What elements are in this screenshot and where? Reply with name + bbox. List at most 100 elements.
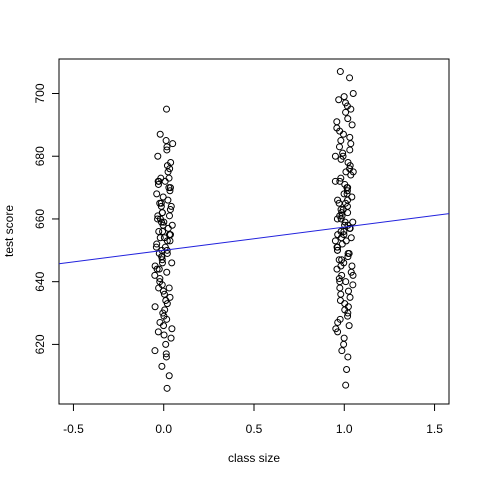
data-point	[344, 209, 352, 217]
data-point	[337, 290, 345, 298]
y-tick-label: 620	[33, 334, 47, 354]
data-point	[342, 381, 350, 389]
data-point	[346, 146, 354, 154]
data-point	[348, 193, 356, 201]
data-point	[348, 121, 356, 129]
data-point	[163, 384, 171, 392]
data-point	[347, 140, 355, 148]
data-point	[166, 184, 174, 192]
data-point	[338, 240, 346, 248]
data-point	[155, 265, 163, 273]
data-point	[331, 152, 339, 160]
data-point	[337, 155, 345, 163]
data-point	[335, 275, 343, 283]
data-point	[334, 318, 342, 326]
data-point	[163, 315, 171, 323]
data-point	[151, 347, 159, 355]
data-point	[168, 221, 176, 229]
data-point	[156, 275, 164, 283]
x-tick-label: -0.5	[63, 422, 84, 436]
x-tick-label: 1.5	[426, 422, 443, 436]
data-point	[162, 350, 170, 358]
data-point	[166, 237, 174, 245]
data-point	[154, 328, 162, 336]
data-point	[164, 224, 172, 232]
data-point	[160, 322, 168, 330]
data-point	[337, 137, 345, 145]
data-point	[335, 143, 343, 151]
data-point	[168, 259, 176, 267]
data-point	[160, 331, 168, 339]
data-point	[340, 228, 348, 235]
data-point	[335, 199, 343, 207]
data-point	[159, 309, 167, 317]
points-group	[151, 68, 357, 392]
data-point	[160, 290, 168, 298]
data-point	[334, 243, 342, 251]
data-point	[154, 180, 162, 188]
data-point	[346, 162, 354, 170]
x-tick-label: 0.5	[246, 422, 263, 436]
data-point	[154, 152, 162, 160]
data-point	[169, 140, 177, 148]
data-point	[151, 303, 159, 311]
data-point	[340, 340, 348, 348]
data-point	[338, 212, 346, 220]
data-point	[348, 262, 356, 270]
data-point	[166, 293, 174, 301]
data-point	[346, 133, 354, 141]
data-point	[344, 115, 352, 123]
data-point	[168, 325, 176, 333]
data-point	[162, 137, 170, 145]
data-point	[339, 130, 347, 138]
data-point	[345, 322, 353, 330]
regression-line	[58, 213, 450, 265]
data-point	[161, 177, 169, 185]
data-point	[155, 284, 163, 292]
x-tick-label: 0.0	[155, 422, 172, 436]
data-point	[336, 284, 344, 292]
data-point	[335, 96, 343, 104]
data-point	[156, 234, 164, 242]
data-point	[347, 171, 355, 179]
data-point	[344, 249, 352, 257]
data-point	[344, 312, 352, 320]
data-point	[167, 202, 175, 210]
data-point	[153, 265, 161, 273]
data-point	[339, 149, 347, 157]
data-point	[155, 177, 163, 185]
data-point	[337, 174, 345, 182]
y-tick-label: 660	[33, 209, 47, 229]
data-point	[331, 237, 339, 245]
data-point	[162, 340, 170, 348]
data-point	[163, 249, 171, 257]
data-point	[349, 271, 357, 279]
data-point	[349, 218, 357, 226]
data-point	[342, 108, 350, 116]
x-axis-title: class size	[228, 451, 280, 465]
y-axis-title: test score	[2, 205, 16, 257]
data-point	[340, 93, 348, 101]
data-point	[167, 334, 175, 342]
data-point	[165, 212, 173, 220]
data-point	[158, 362, 166, 370]
y-tick-label: 680	[33, 146, 47, 166]
data-point	[165, 174, 173, 182]
data-point	[163, 268, 171, 276]
data-point	[153, 240, 161, 248]
data-point	[340, 190, 348, 198]
data-point	[156, 130, 164, 138]
data-point	[343, 366, 351, 373]
plot-frame	[58, 58, 450, 405]
y-tick-label: 700	[33, 83, 47, 103]
data-point	[342, 278, 350, 286]
data-point	[158, 256, 166, 264]
y-axis: 620 640 660 680 700	[33, 83, 59, 354]
data-point	[342, 168, 350, 176]
data-point	[162, 353, 170, 361]
data-point	[155, 228, 163, 235]
data-point	[163, 143, 171, 151]
data-point	[346, 74, 354, 82]
data-point	[340, 334, 348, 342]
